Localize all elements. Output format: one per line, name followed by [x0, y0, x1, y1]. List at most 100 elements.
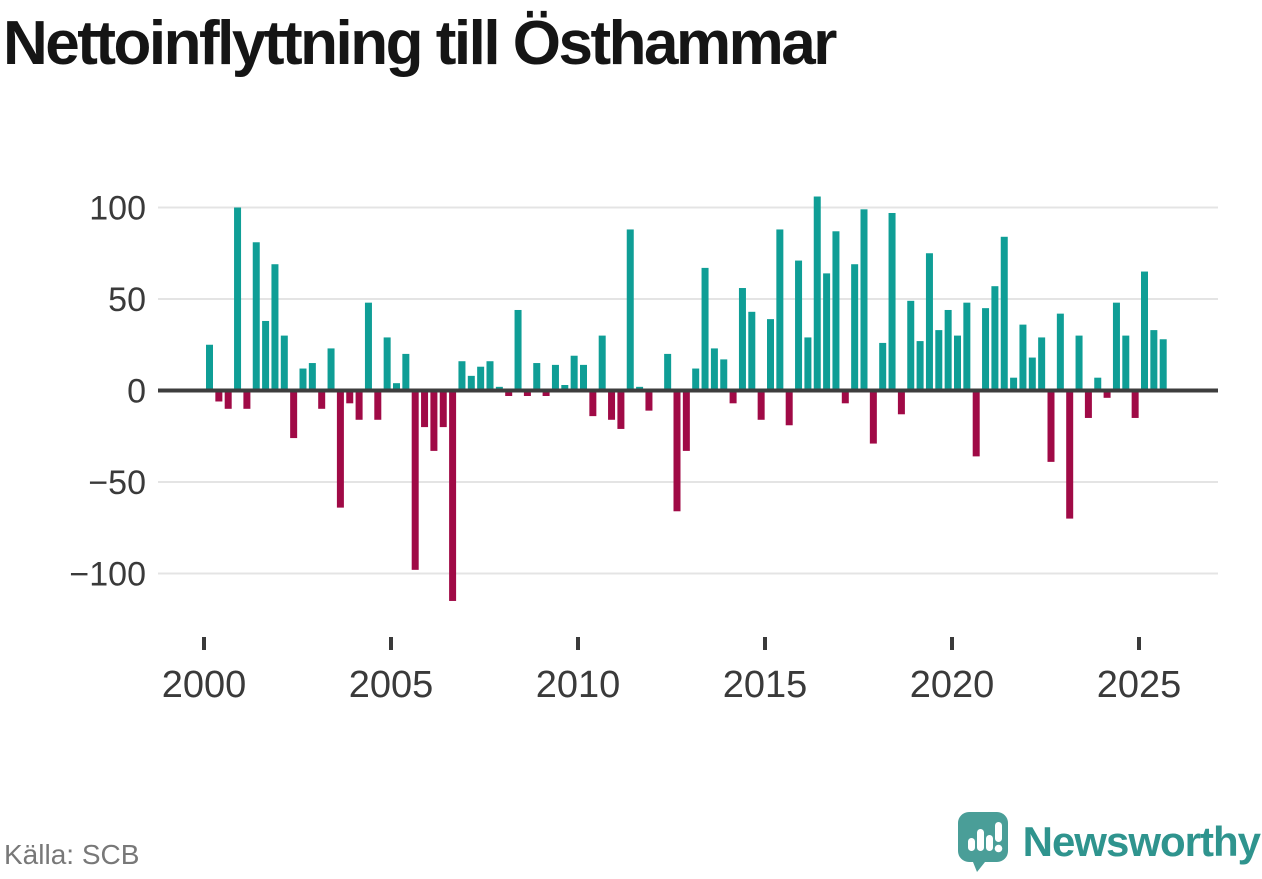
- net-migration-bar: [523, 390, 531, 396]
- net-migration-bar: [477, 366, 485, 391]
- net-migration-bar: [1122, 335, 1130, 391]
- net-migration-bar: [346, 390, 354, 404]
- net-migration-bar: [907, 300, 915, 391]
- mini-bar-1: [967, 838, 975, 851]
- net-migration-bar: [851, 264, 859, 391]
- net-migration-bar: [972, 390, 980, 457]
- net-migration-bar: [991, 286, 999, 391]
- net-migration-bar: [224, 390, 232, 409]
- net-migration-bar: [533, 363, 541, 391]
- net-migration-bar: [804, 337, 812, 391]
- net-migration-bar: [888, 212, 896, 391]
- net-migration-bar: [355, 390, 363, 420]
- net-migration-bar: [748, 311, 756, 391]
- net-migration-bar: [626, 229, 634, 391]
- newsworthy-logo-text: Newsworthy: [1022, 818, 1261, 865]
- net-migration-bar: [299, 368, 307, 391]
- net-migration-bar-chart: 100 50 0 −50 −100 2000 2005 2010 2015 2020 2025: [69, 190, 1218, 706]
- net-migration-bar: [271, 264, 279, 391]
- net-migration-bar: [252, 242, 260, 391]
- net-migration-bar: [421, 390, 429, 428]
- net-migration-bar: [458, 361, 466, 391]
- net-migration-bar: [823, 273, 831, 391]
- net-migration-bar: [439, 390, 447, 428]
- mini-bar-3: [985, 835, 993, 851]
- x-axis-year-label: 2010: [536, 664, 621, 706]
- net-migration-bar: [692, 368, 700, 391]
- net-migration-bar: [841, 390, 849, 404]
- net-migration-bar: [664, 353, 672, 391]
- net-migration-bar: [467, 375, 475, 391]
- net-migration-bar: [925, 253, 933, 391]
- newsworthy-logo-icon: [957, 812, 1008, 872]
- net-migration-bar: [1000, 236, 1008, 391]
- net-migration-bar: [561, 385, 569, 391]
- net-migration-bar: [243, 390, 251, 409]
- net-migration-bar: [580, 364, 587, 391]
- net-migration-bar: [280, 335, 288, 391]
- y-axis-tick-label: −100: [69, 556, 146, 594]
- net-migration-bar: [570, 355, 578, 391]
- x-axis-year-label: 2000: [162, 664, 247, 706]
- y-axis-tick-label: −50: [88, 464, 146, 502]
- net-migration-bar: [551, 364, 559, 391]
- net-migration-bar: [869, 390, 877, 444]
- net-migration-bar: [1094, 377, 1102, 391]
- net-migration-bar: [1010, 377, 1018, 391]
- net-migration-bar: [897, 390, 905, 415]
- net-migration-bar: [795, 260, 803, 391]
- newsworthy-logo: Newsworthy: [957, 811, 1261, 873]
- net-migration-bar: [1150, 330, 1158, 391]
- net-migration-bar: [411, 390, 419, 570]
- net-migration-bar: [374, 390, 382, 420]
- net-migration-bar: [262, 320, 270, 391]
- net-migration-bar: [449, 390, 457, 601]
- net-migration-bar: [785, 390, 793, 426]
- net-migration-bar: [514, 309, 522, 391]
- net-migration-bar: [701, 267, 709, 391]
- x-axis-year-label: 2015: [723, 664, 808, 706]
- y-axis-tick-label: 50: [108, 281, 146, 319]
- net-migration-bar: [336, 390, 344, 508]
- net-migration-bar: [1141, 271, 1148, 391]
- net-migration-bar: [617, 390, 625, 429]
- net-migration-bar: [383, 337, 391, 391]
- net-migration-bar: [364, 302, 372, 391]
- net-migration-bar: [505, 390, 513, 396]
- chart-title: Nettoinflyttning till Östhammar: [3, 9, 837, 78]
- net-migration-bar: [682, 390, 690, 451]
- net-migration-bar: [954, 335, 961, 391]
- net-migration-bar: [963, 302, 971, 391]
- net-migration-bar: [710, 348, 718, 391]
- net-migration-bar: [1112, 302, 1120, 391]
- net-migration-bar: [608, 390, 616, 420]
- net-migration-bar: [402, 353, 410, 391]
- x-axis-year-label: 2005: [349, 664, 434, 706]
- net-migration-bar: [1028, 357, 1036, 391]
- net-migration-bar: [430, 390, 438, 451]
- net-migration-bar: [729, 390, 737, 404]
- net-migration-bar: [767, 319, 774, 391]
- net-migration-bar: [1131, 390, 1139, 418]
- net-migration-bar: [645, 390, 653, 411]
- net-migration-bar: [486, 361, 494, 391]
- x-axis-year-label: 2020: [910, 664, 995, 706]
- net-migration-bar: [1159, 339, 1167, 391]
- exclamation-stem: [994, 822, 1002, 842]
- net-migration-bar: [673, 390, 681, 512]
- net-migration-bar: [757, 390, 765, 420]
- net-migration-bar: [776, 229, 784, 391]
- net-migration-bar: [1066, 390, 1074, 519]
- net-migration-bar: [1075, 335, 1083, 391]
- net-migration-bar: [944, 309, 952, 391]
- net-migration-bar: [832, 231, 840, 391]
- net-migration-bar: [982, 308, 990, 391]
- net-migration-bar: [1084, 390, 1092, 418]
- net-migration-bar: [1038, 337, 1046, 391]
- y-axis-tick-label: 100: [89, 190, 146, 228]
- net-migration-bar: [598, 335, 606, 391]
- net-migration-bar: [1056, 313, 1064, 391]
- net-migration-bar: [860, 209, 868, 391]
- net-migration-bar: [1019, 324, 1027, 391]
